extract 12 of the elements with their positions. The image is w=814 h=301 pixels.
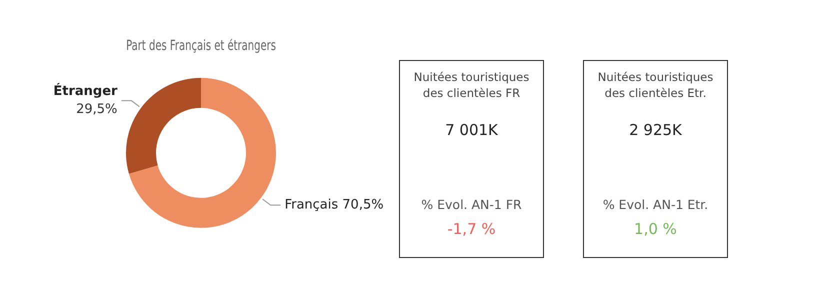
text: Nuitées touristiques des clientèles Etr. — [596, 69, 714, 101]
chart-title: Part des Français et étrangers — [126, 37, 276, 54]
text: 2 925K — [628, 121, 683, 139]
data-label: 29,5% — [76, 102, 118, 118]
text: -1,7 % — [446, 220, 497, 238]
text: 1,0 % — [633, 220, 678, 238]
text: % Evol. AN-1 FR — [420, 197, 523, 212]
slice-label: Français 70,5% — [284, 198, 384, 213]
text: Nuitées touristiques des clientèles FR — [412, 69, 530, 101]
text: 7 001K — [444, 121, 499, 139]
slice-label: Étranger — [53, 82, 118, 100]
text: % Evol. AN-1 Etr. — [602, 197, 710, 212]
